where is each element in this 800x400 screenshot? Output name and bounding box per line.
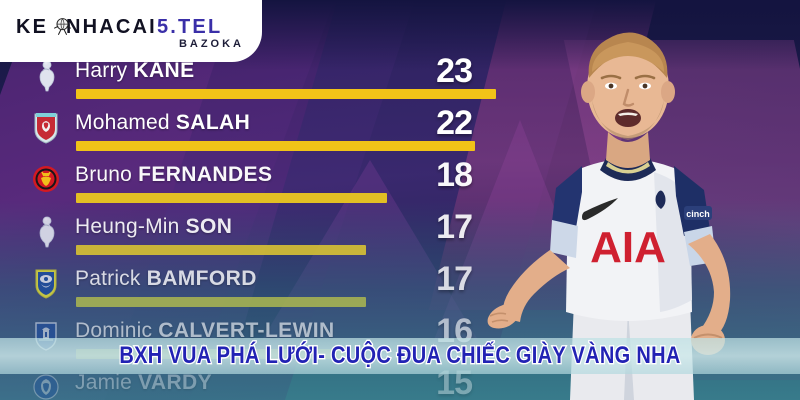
goal-count: 17 bbox=[436, 260, 473, 298]
bar-track bbox=[76, 89, 496, 99]
tottenham-badge-icon bbox=[30, 214, 62, 248]
goal-bar bbox=[76, 193, 387, 203]
player-last-name: KANE bbox=[133, 59, 195, 82]
logo-text-part3: 5.TEL bbox=[156, 16, 223, 38]
leicester-badge-icon bbox=[30, 370, 62, 400]
goal-count: 17 bbox=[436, 208, 473, 246]
player-last-name: BAMFORD bbox=[146, 267, 257, 290]
player-name: Heung-Min SON bbox=[75, 215, 232, 239]
player-first-name: Patrick bbox=[75, 267, 141, 290]
tottenham-badge-icon bbox=[30, 58, 62, 92]
caption-banner: BXH VUA PHÁ LƯỚI- CUỘC ĐUA CHIẾC GIÀY VÀ… bbox=[0, 338, 800, 374]
logo-text-part1: KE bbox=[16, 16, 49, 38]
goal-bar bbox=[76, 89, 496, 99]
player-first-name: Bruno bbox=[75, 163, 133, 186]
goal-bar bbox=[76, 141, 475, 151]
bar-track bbox=[76, 297, 496, 307]
kit-sponsor-text: AIA bbox=[590, 223, 666, 272]
goal-bar bbox=[76, 245, 366, 255]
svg-text:cinch: cinch bbox=[686, 209, 710, 219]
player-last-name: SON bbox=[185, 215, 233, 238]
bar-track bbox=[76, 141, 496, 151]
liverpool-badge-icon bbox=[30, 110, 62, 144]
player-name: Bruno FERNANDES bbox=[75, 163, 272, 187]
player-name: Patrick BAMFORD bbox=[75, 267, 257, 291]
player-first-name: Heung-Min bbox=[75, 215, 180, 238]
logo-subtitle: BAZOKA bbox=[178, 38, 244, 50]
player-first-name: Harry bbox=[75, 59, 128, 82]
logo-text-part2: NHACAI bbox=[65, 16, 157, 38]
bar-track bbox=[76, 193, 496, 203]
player-name: Jamie VARDY bbox=[75, 371, 212, 395]
leeds-badge-icon bbox=[30, 266, 62, 300]
bar-track bbox=[76, 245, 496, 255]
player-last-name: FERNANDES bbox=[138, 163, 273, 186]
player-name: Mohamed SALAH bbox=[75, 111, 250, 135]
goal-count: 23 bbox=[436, 52, 473, 90]
logo-wordmark: KEONHACAI5.TEL bbox=[16, 16, 222, 39]
player-last-name: VARDY bbox=[138, 371, 213, 394]
globe-mascot-icon bbox=[53, 17, 72, 36]
site-logo[interactable]: KEONHACAI5.TEL BAZOKA bbox=[0, 0, 262, 62]
player-last-name: SALAH bbox=[175, 111, 251, 134]
goal-bar bbox=[76, 297, 366, 307]
manutd-badge-icon bbox=[30, 162, 62, 196]
player-first-name: Mohamed bbox=[75, 111, 170, 134]
player-name: Harry KANE bbox=[75, 59, 195, 83]
goal-count: 22 bbox=[436, 104, 473, 142]
player-first-name: Jamie bbox=[75, 371, 133, 394]
caption-text: BXH VUA PHÁ LƯỚI- CUỘC ĐUA CHIẾC GIÀY VÀ… bbox=[118, 341, 681, 370]
goal-count: 18 bbox=[436, 156, 473, 194]
